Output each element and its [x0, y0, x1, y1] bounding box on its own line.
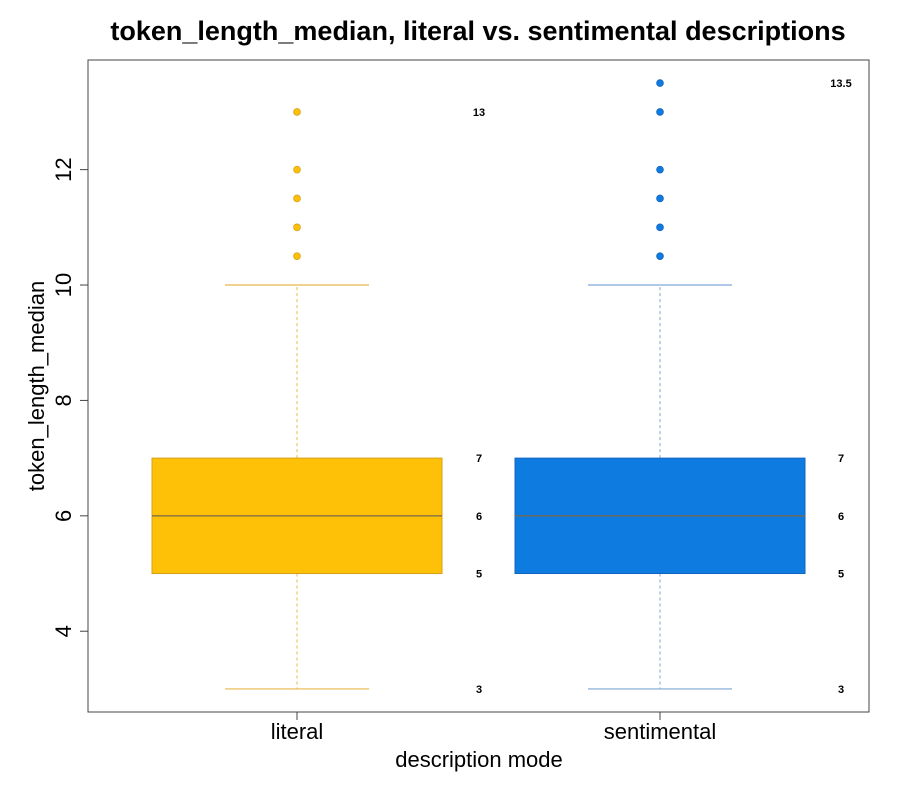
- box-group-sentimental: 13.5 7 6 5 3: [514, 78, 852, 696]
- y-tick-label: 10: [51, 273, 76, 297]
- outlier-point: [293, 194, 301, 203]
- outlier-point: [656, 108, 664, 116]
- outlier-point: [293, 165, 301, 174]
- y-tick-label: 12: [51, 157, 76, 181]
- x-tick-label: literal: [271, 719, 324, 744]
- outlier-point: [656, 194, 664, 203]
- outlier-point: [293, 108, 301, 116]
- stat-annotation: 6: [838, 511, 844, 523]
- stat-annotation: 5: [476, 569, 482, 581]
- boxes-layer: 13 7 6 5 3 13.5 7 6 5 3: [151, 78, 852, 696]
- outlier-point: [656, 223, 664, 232]
- x-axis-label: description mode: [395, 747, 563, 772]
- stat-annotation: 13.5: [830, 78, 851, 90]
- stat-annotation: 13: [473, 107, 485, 119]
- box-group-literal: 13 7 6 5 3: [151, 107, 485, 696]
- y-tick-label: 4: [51, 625, 76, 637]
- y-tick-label: 8: [51, 394, 76, 406]
- stat-annotation: 7: [476, 453, 482, 465]
- x-tick-label: sentimental: [604, 719, 717, 744]
- outlier-point: [656, 79, 664, 87]
- y-tick-label: 6: [51, 510, 76, 522]
- stat-annotation: 7: [838, 453, 844, 465]
- y-axis-label: token_length_median: [24, 281, 49, 491]
- stat-annotation: 3: [476, 684, 482, 696]
- stat-annotation: 3: [838, 684, 844, 696]
- plot-frame: [87, 59, 870, 713]
- x-axis: literal sentimental: [271, 712, 717, 744]
- outlier-point: [656, 165, 664, 174]
- outlier-point: [293, 223, 301, 232]
- chart-title: token_length_median, literal vs. sentime…: [110, 16, 845, 46]
- stat-annotation: 6: [476, 511, 482, 523]
- outlier-point: [293, 252, 301, 260]
- outlier-point: [656, 252, 664, 260]
- stat-annotation: 5: [838, 569, 844, 581]
- y-axis: 4 6 8 10 12: [51, 157, 88, 637]
